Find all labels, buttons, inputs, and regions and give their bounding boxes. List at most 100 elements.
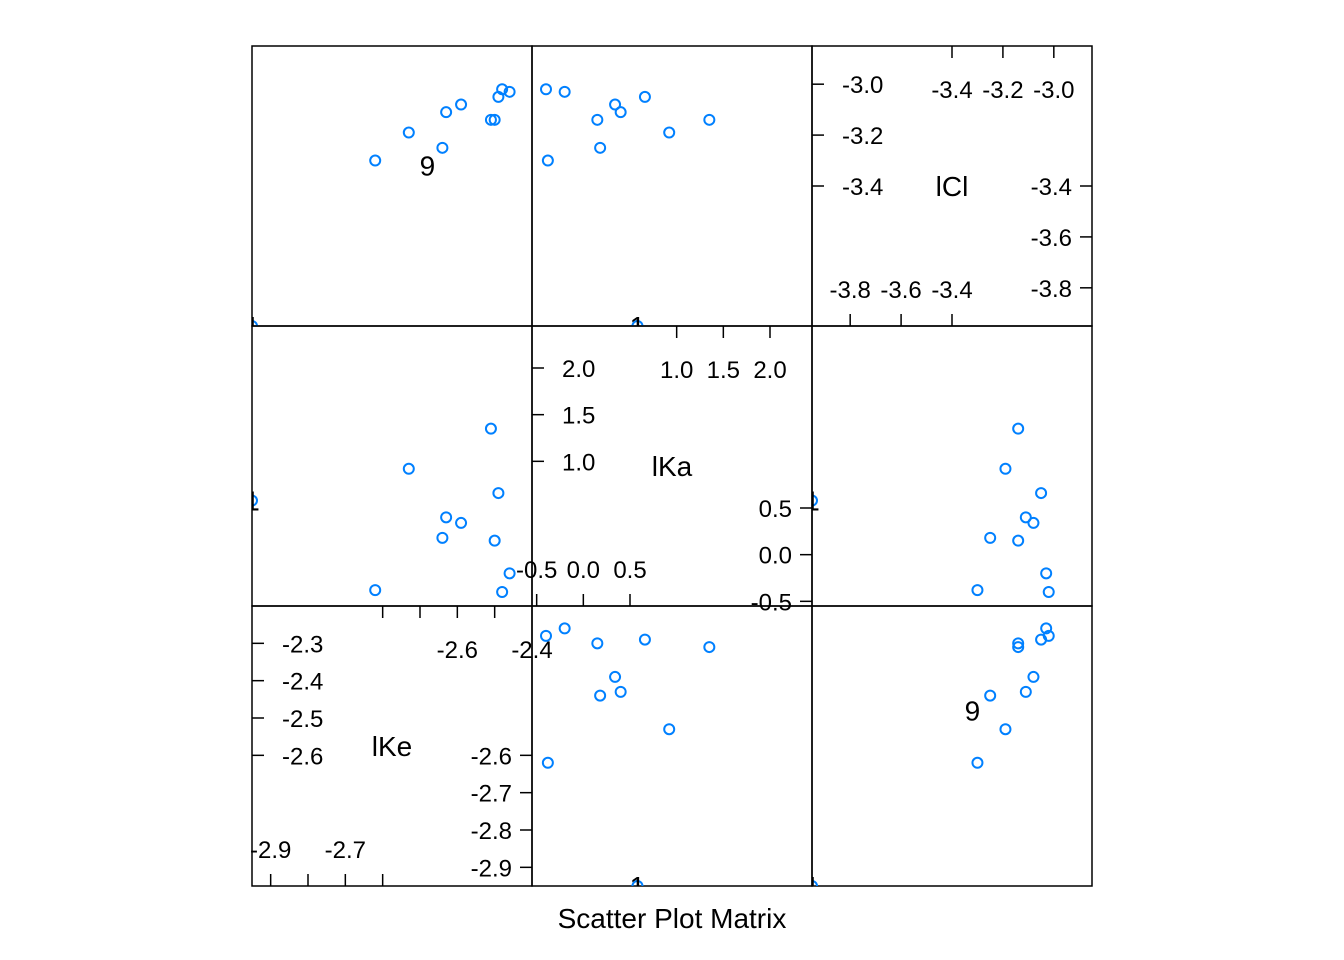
- tick-label: -2.7: [325, 837, 366, 864]
- tick-label: -2.9: [250, 837, 291, 864]
- data-point: [252, 494, 258, 507]
- data-point: [1027, 516, 1040, 529]
- tick-label: -2.7: [471, 781, 512, 808]
- data-point: [541, 154, 554, 167]
- tick-label: 1.5: [707, 357, 740, 384]
- panel-frame: [811, 605, 1093, 887]
- tick-label: -2.5: [282, 706, 323, 733]
- point-label: 1: [630, 871, 646, 902]
- data-point: [369, 154, 382, 167]
- tick-label: -3.2: [982, 77, 1023, 104]
- data-point: [1040, 567, 1053, 580]
- scatter-panel: 91: [244, 83, 516, 342]
- tick-label: 2.0: [753, 357, 786, 384]
- tick-label: 0.5: [613, 557, 646, 584]
- tick-label: -3.2: [842, 123, 883, 150]
- x-axis-label: Scatter Plot Matrix: [558, 903, 787, 934]
- panel-frame: [251, 325, 533, 607]
- data-point: [496, 586, 509, 598]
- data-point: [591, 113, 604, 126]
- variable-name: lKa: [652, 451, 693, 482]
- data-point: [638, 633, 651, 646]
- data-point: [812, 494, 818, 507]
- tick-label: -2.3: [282, 631, 323, 658]
- point-label: 9: [331, 151, 347, 182]
- data-point: [1042, 629, 1055, 642]
- tick-label: 2.0: [562, 356, 595, 383]
- panel-frame: [251, 45, 533, 327]
- tick-label: -2.6: [282, 743, 323, 770]
- data-point: [1019, 511, 1032, 524]
- panel-frame: [811, 325, 1093, 607]
- data-point: [1012, 641, 1025, 654]
- data-point: [558, 85, 571, 98]
- data-point: [440, 106, 453, 119]
- data-point: [402, 462, 415, 475]
- data-point: [503, 85, 516, 98]
- data-point: [488, 534, 501, 547]
- tick-label: -3.4: [931, 77, 972, 104]
- point-label: 9: [965, 784, 981, 815]
- data-point: [1012, 422, 1025, 435]
- data-point: [436, 141, 449, 154]
- point-label: 1: [630, 311, 646, 342]
- data-point: [436, 531, 449, 544]
- tick-label: -3.8: [1031, 276, 1072, 303]
- tick-label: 1.0: [660, 357, 693, 384]
- data-point: [455, 516, 468, 529]
- point-label: 9: [420, 151, 436, 182]
- data-point: [1035, 487, 1048, 500]
- point-label: 1: [244, 311, 260, 342]
- data-point: [503, 567, 516, 580]
- data-point: [1019, 685, 1032, 698]
- point-label: 1: [804, 486, 820, 517]
- tick-label: -2.6: [471, 743, 512, 770]
- tick-label: -3.4: [1031, 174, 1072, 201]
- tick-label: -2.8: [471, 818, 512, 845]
- data-point: [999, 723, 1012, 736]
- data-point: [631, 320, 644, 326]
- data-point: [984, 689, 997, 702]
- tick-label: 0.0: [759, 543, 792, 570]
- tick-label: 1.0: [562, 449, 595, 476]
- tick-label: 0.5: [759, 496, 792, 523]
- data-point: [594, 141, 607, 154]
- point-label: 1: [804, 871, 820, 902]
- data-point: [402, 126, 415, 139]
- tick-label: -3.6: [880, 277, 921, 304]
- point-label: 1: [244, 486, 260, 517]
- data-point: [663, 126, 676, 139]
- tick-label: -0.5: [751, 589, 792, 616]
- data-point: [663, 723, 676, 736]
- data-point: [541, 756, 554, 769]
- scatter-panel: 91: [804, 422, 1055, 815]
- tick-label: -0.5: [516, 557, 557, 584]
- data-point: [999, 462, 1012, 475]
- scatter-panel: 91: [331, 622, 716, 902]
- variable-name: lCl: [936, 171, 969, 202]
- tick-label: 0.0: [567, 557, 600, 584]
- data-point: [638, 90, 651, 103]
- data-point: [609, 670, 622, 683]
- data-point: [496, 83, 509, 96]
- point-label: 9: [331, 696, 347, 727]
- point-label: 9: [420, 784, 436, 815]
- data-point: [631, 880, 644, 886]
- data-point: [971, 584, 984, 597]
- data-point: [440, 511, 453, 524]
- scatter-panel: 91: [244, 422, 516, 815]
- tick-label: -3.0: [842, 72, 883, 99]
- data-point: [1042, 586, 1055, 598]
- tick-label: -3.4: [842, 174, 883, 201]
- data-point: [488, 113, 501, 126]
- scatter-panel: 91: [331, 83, 716, 342]
- data-point: [369, 584, 382, 597]
- data-point: [558, 622, 571, 635]
- variable-name: lKe: [372, 731, 412, 762]
- data-point: [609, 98, 622, 111]
- data-point: [492, 487, 505, 500]
- panel-frame: [531, 605, 813, 887]
- data-point: [1012, 534, 1025, 547]
- tick-label: -3.4: [931, 277, 972, 304]
